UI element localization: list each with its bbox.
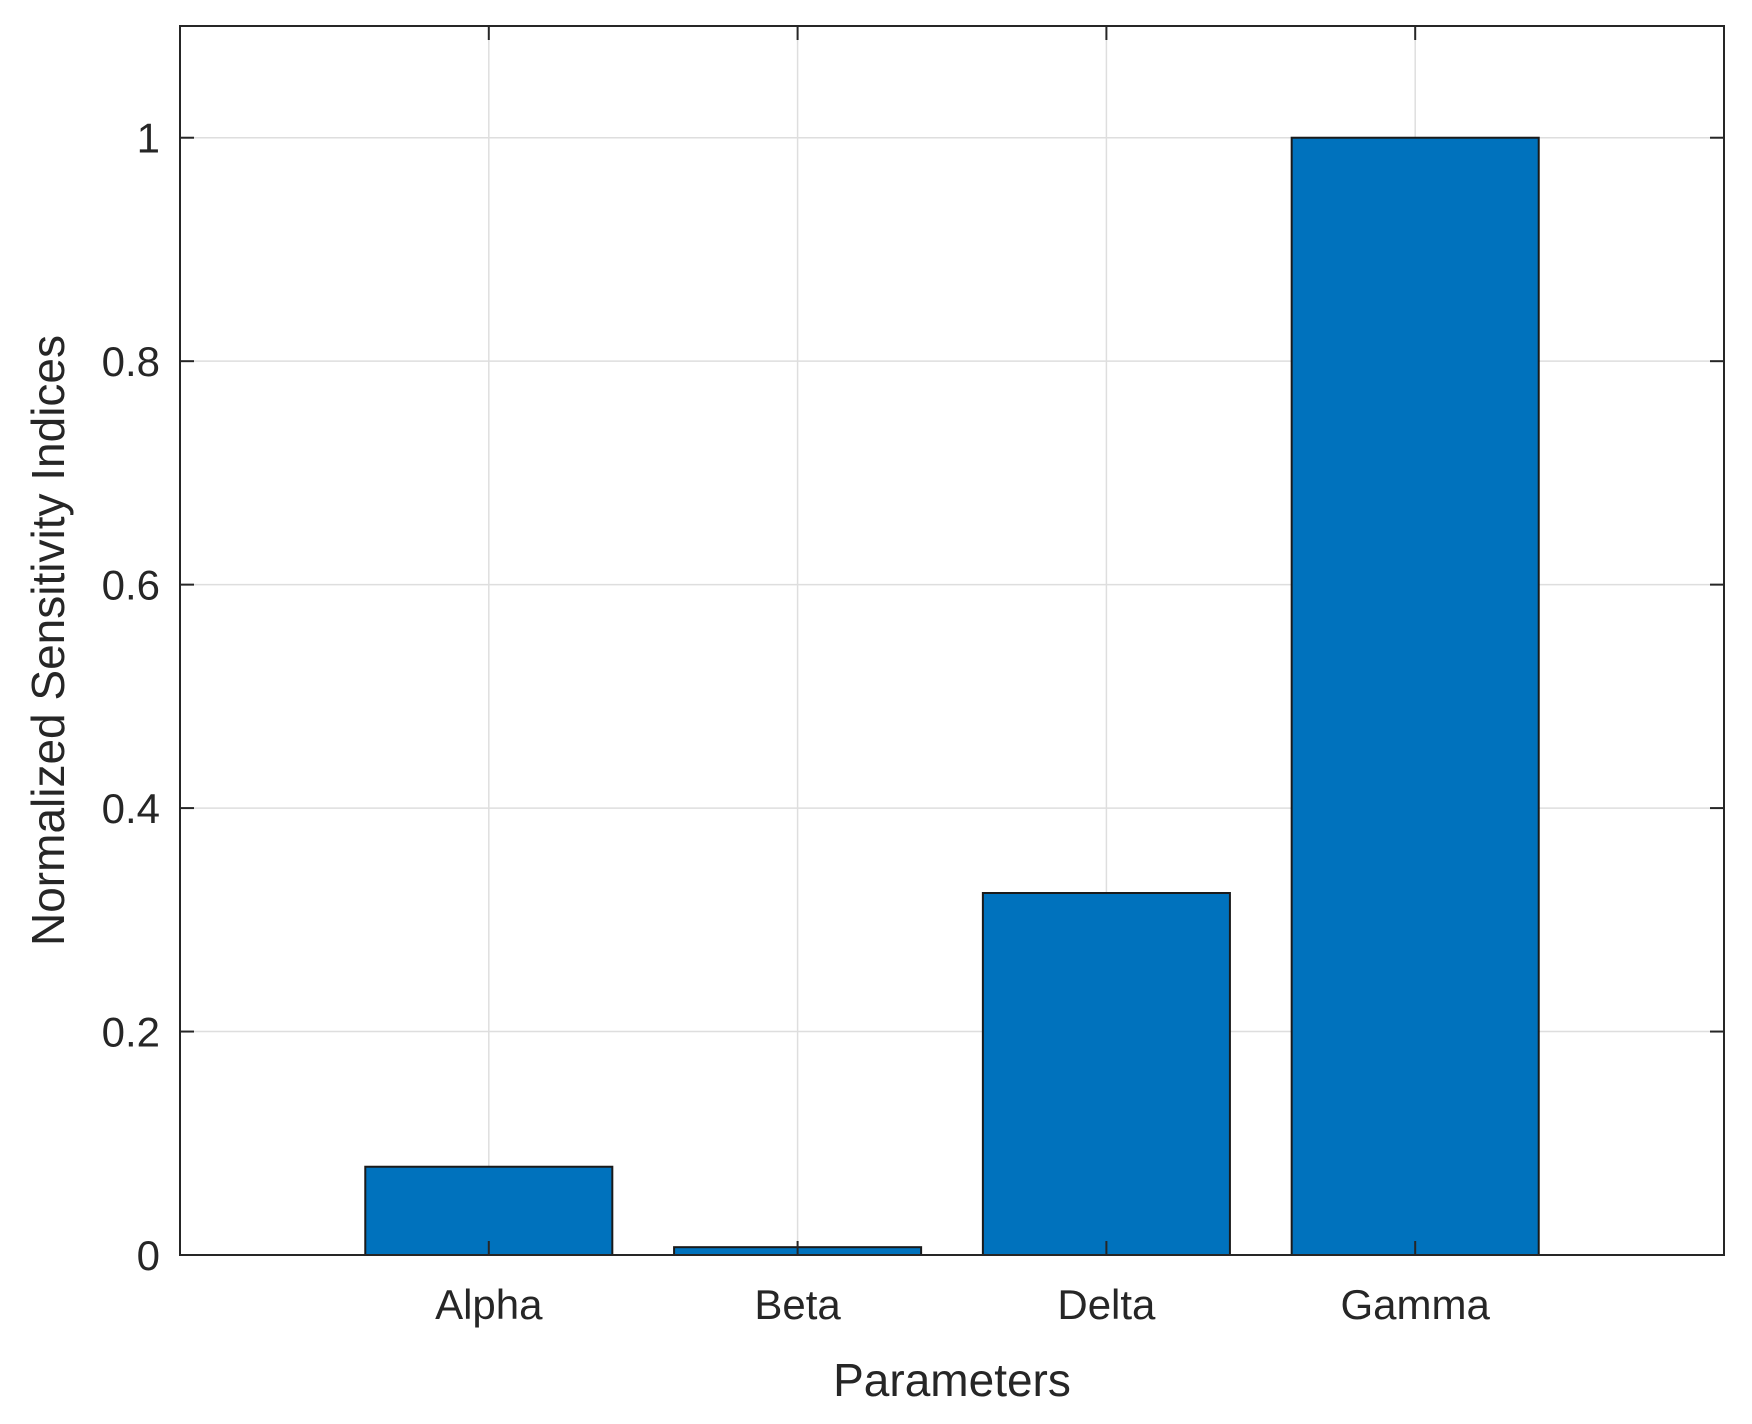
x-tick-label: Gamma xyxy=(1341,1281,1491,1328)
bar-gamma xyxy=(1290,136,1540,1256)
y-tick-label: 0.6 xyxy=(102,562,160,609)
y-tick-label: 0.4 xyxy=(102,785,160,832)
bar-alpha xyxy=(364,1165,614,1257)
bar-delta xyxy=(981,892,1231,1257)
y-tick-label: 0.2 xyxy=(102,1009,160,1056)
x-tick-label: Delta xyxy=(1057,1281,1156,1328)
y-axis-label: Normalized Sensitivity Indices xyxy=(22,335,74,946)
x-axis-label: Parameters xyxy=(833,1354,1071,1406)
axes-frame xyxy=(179,25,1725,1256)
bars xyxy=(364,136,1540,1257)
y-tick-label: 0 xyxy=(137,1232,160,1279)
y-tick-label: 1 xyxy=(137,115,160,162)
x-tick-label: Alpha xyxy=(435,1281,543,1328)
x-tick-label: Beta xyxy=(754,1281,841,1328)
y-tick-label: 0.8 xyxy=(102,338,160,385)
tick-labels: 0 0.2 0.4 0.6 0.8 1 Alpha Beta Delta Gamma xyxy=(102,115,1491,1328)
ticks xyxy=(180,26,1724,1256)
